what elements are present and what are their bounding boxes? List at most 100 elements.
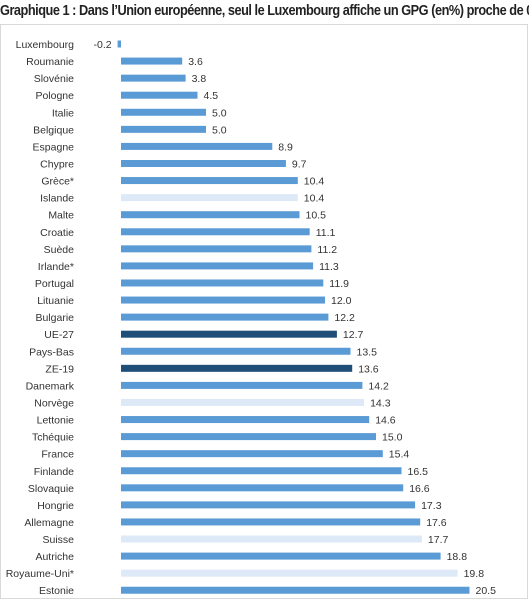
- bar-pays-bas: [121, 347, 351, 355]
- category-label-danemark: Danemark: [26, 380, 75, 392]
- bar-pologne: [121, 91, 198, 99]
- category-label-ue-27: UE-27: [44, 329, 74, 341]
- bar-danemark: [121, 381, 363, 389]
- category-label-irlande: Irlande*: [38, 261, 74, 273]
- category-label-ze-19: ZE-19: [45, 363, 74, 375]
- category-label-hongrie: Hongrie: [37, 500, 74, 512]
- bar-espagne: [121, 142, 273, 150]
- bar-tchequie: [121, 433, 376, 441]
- value-label-irlande: 11.3: [319, 261, 339, 273]
- bar-autriche: [121, 552, 441, 560]
- value-label-grece: 10.4: [304, 176, 325, 188]
- category-label-lituanie: Lituanie: [37, 295, 74, 307]
- bar-portugal: [121, 279, 324, 287]
- bar-malte: [121, 211, 300, 219]
- value-label-italie: 5.0: [212, 107, 227, 119]
- chart-title: Graphique 1 : Dans l’Union européenne, s…: [0, 3, 529, 19]
- value-label-ze-19: 13.6: [358, 363, 379, 375]
- category-label-pologne: Pologne: [35, 90, 74, 102]
- bar-chart: Luxembourg -0.2 Roumanie 3.6 Slovénie 3.8 Polo…: [6, 39, 497, 597]
- bar-estonie: [121, 586, 470, 594]
- value-label-estonie: 20.5: [476, 585, 497, 597]
- value-label-allemagne: 17.6: [426, 517, 447, 529]
- bar-suisse: [121, 535, 422, 543]
- value-label-lettonie: 14.6: [375, 415, 396, 427]
- value-label-belgique: 5.0: [212, 124, 227, 136]
- bar-irlande: [121, 262, 314, 270]
- category-label-chypre: Chypre: [40, 158, 74, 170]
- bar-italie: [121, 108, 206, 116]
- value-label-tchequie: 15.0: [382, 432, 403, 444]
- category-label-espagne: Espagne: [33, 141, 75, 153]
- chart-frame: Luxembourg -0.2 Roumanie 3.6 Slovénie 3.8 Polo…: [0, 24, 528, 599]
- category-label-portugal: Portugal: [35, 278, 74, 290]
- category-label-estonie: Estonie: [39, 585, 74, 597]
- value-label-suede: 11.2: [317, 244, 337, 256]
- value-label-france: 15.4: [389, 449, 410, 461]
- category-label-slovenie: Slovénie: [34, 73, 74, 85]
- bar-lituanie: [121, 296, 325, 304]
- value-label-danemark: 14.2: [368, 380, 389, 392]
- value-label-roumanie: 3.6: [188, 56, 203, 68]
- value-label-suisse: 17.7: [428, 534, 449, 546]
- bar-royaume-uni: [121, 569, 458, 577]
- category-label-suisse: Suisse: [42, 534, 74, 546]
- value-label-norvege: 14.3: [370, 397, 391, 409]
- value-label-slovaquie: 16.6: [409, 483, 430, 495]
- value-label-bulgarie: 12.2: [334, 312, 355, 324]
- category-label-suede: Suède: [44, 244, 75, 256]
- bar-norvege: [121, 398, 365, 406]
- value-label-pologne: 4.5: [204, 90, 219, 102]
- category-label-malte: Malte: [48, 210, 74, 222]
- value-label-portugal: 11.9: [329, 278, 349, 290]
- bar-slovenie: [121, 74, 186, 82]
- category-label-royaume-uni: Royaume-Uni*: [6, 568, 74, 580]
- bar-grece: [121, 177, 298, 185]
- category-label-italie: Italie: [52, 107, 74, 119]
- category-label-france: France: [41, 449, 74, 461]
- category-label-belgique: Belgique: [33, 124, 74, 136]
- category-label-norvege: Norvège: [34, 397, 74, 409]
- value-label-islande: 10.4: [304, 193, 325, 205]
- category-label-roumanie: Roumanie: [26, 56, 74, 68]
- bar-lettonie: [121, 416, 370, 424]
- value-label-pays-bas: 13.5: [357, 346, 378, 358]
- value-label-luxembourg: -0.2: [94, 39, 112, 51]
- value-label-hongrie: 17.3: [421, 500, 442, 512]
- bar-roumanie: [121, 57, 183, 65]
- category-label-tchequie: Tchéquie: [32, 432, 74, 444]
- value-label-ue-27: 12.7: [343, 329, 364, 341]
- bar-france: [121, 450, 383, 458]
- bar-bulgarie: [121, 313, 329, 321]
- bar-islande: [121, 194, 298, 202]
- bar-finlande: [121, 467, 402, 475]
- category-label-lettonie: Lettonie: [37, 415, 75, 427]
- category-label-autriche: Autriche: [35, 551, 74, 563]
- value-label-finlande: 16.5: [408, 466, 429, 478]
- category-label-bulgarie: Bulgarie: [35, 312, 74, 324]
- bar-ze-19: [121, 364, 353, 372]
- bar-chypre: [121, 159, 286, 167]
- category-label-pays-bas: Pays-Bas: [29, 346, 74, 358]
- bar-belgique: [121, 125, 206, 133]
- bar-suede: [121, 245, 312, 253]
- category-label-finlande: Finlande: [34, 466, 74, 478]
- bar-hongrie: [121, 501, 416, 509]
- value-label-royaume-uni: 19.8: [464, 568, 485, 580]
- value-label-chypre: 9.7: [292, 158, 307, 170]
- value-label-espagne: 8.9: [278, 141, 293, 153]
- value-label-croatie: 11.1: [316, 227, 336, 239]
- category-label-grece: Grèce*: [41, 176, 74, 188]
- category-label-luxembourg: Luxembourg: [16, 39, 75, 51]
- bar-allemagne: [121, 518, 421, 526]
- category-label-allemagne: Allemagne: [24, 517, 74, 529]
- category-label-islande: Islande: [40, 193, 74, 205]
- bar-slovaquie: [121, 484, 404, 492]
- category-label-croatie: Croatie: [40, 227, 74, 239]
- bar-ue-27: [121, 330, 337, 338]
- value-label-lituanie: 12.0: [331, 295, 352, 307]
- value-label-autriche: 18.8: [447, 551, 468, 563]
- bar-croatie: [121, 228, 310, 236]
- bar-luxembourg: [117, 40, 121, 48]
- category-label-slovaquie: Slovaquie: [28, 483, 74, 495]
